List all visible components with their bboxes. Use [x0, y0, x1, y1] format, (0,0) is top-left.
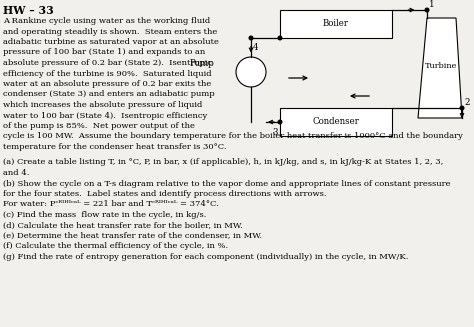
Text: water to 100 bar (State 4).  Isentropic efficiency: water to 100 bar (State 4). Isentropic e… [3, 112, 207, 119]
Text: Boiler: Boiler [323, 20, 349, 28]
Text: Turbine: Turbine [425, 62, 458, 70]
Text: 4: 4 [253, 43, 258, 52]
Text: For water: Pᶜᴿᴵᴴᴵᶜᵃᴸ = 221 bar and Tᶜᴿᴵᴴᴵᶜᵃᴸ = 374°C.: For water: Pᶜᴿᴵᴴᴵᶜᵃᴸ = 221 bar and Tᶜᴿᴵᴴ… [3, 200, 219, 209]
Text: 1: 1 [429, 0, 435, 9]
Text: Pump: Pump [190, 60, 214, 68]
Text: 2: 2 [464, 98, 470, 107]
Text: (a) Create a table listing T, in °C, P, in bar, x (if applicable), h, in kJ/kg, : (a) Create a table listing T, in °C, P, … [3, 159, 443, 166]
Text: (g) Find the rate of entropy generation for each component (individually) in the: (g) Find the rate of entropy generation … [3, 253, 409, 261]
Text: HW – 33: HW – 33 [3, 5, 54, 16]
Text: condenser (State 3) and enters an adiabatic pump: condenser (State 3) and enters an adiaba… [3, 91, 215, 98]
Circle shape [278, 120, 282, 124]
Text: of the pump is 85%.  Net power output of the: of the pump is 85%. Net power output of … [3, 122, 195, 130]
Circle shape [236, 57, 266, 87]
Text: and 4.: and 4. [3, 169, 29, 177]
Text: and operating steadily is shown.  Steam enters the: and operating steadily is shown. Steam e… [3, 27, 217, 36]
Circle shape [460, 106, 464, 110]
Circle shape [425, 8, 429, 12]
Circle shape [249, 36, 253, 40]
Circle shape [278, 36, 282, 40]
Text: (c) Find the mass  flow rate in the cycle, in kg/s.: (c) Find the mass flow rate in the cycle… [3, 211, 206, 219]
Text: efficiency of the turbine is 90%.  Saturated liquid: efficiency of the turbine is 90%. Satura… [3, 70, 211, 77]
Text: (f) Calculate the thermal efficiency of the cycle, in %.: (f) Calculate the thermal efficiency of … [3, 243, 228, 250]
Text: (d) Calculate the heat transfer rate for the boiler, in MW.: (d) Calculate the heat transfer rate for… [3, 221, 243, 230]
Text: cycle is 100 MW.  Assume the boundary temperature for the boiler heat transfer i: cycle is 100 MW. Assume the boundary tem… [3, 132, 463, 141]
Text: for the four states.  Label states and identify process directions with arrows.: for the four states. Label states and id… [3, 190, 327, 198]
Text: Condenser: Condenser [312, 117, 359, 127]
Text: temperature for the condenser heat transfer is 30°C.: temperature for the condenser heat trans… [3, 143, 227, 151]
Text: adiabatic turbine as saturated vapor at an absolute: adiabatic turbine as saturated vapor at … [3, 38, 219, 46]
Text: (b) Show the cycle on a T-s diagram relative to the vapor dome and appropriate l: (b) Show the cycle on a T-s diagram rela… [3, 180, 450, 187]
Bar [280, 10, 392, 38]
Polygon shape [418, 18, 462, 118]
Text: water at an absolute pressure of 0.2 bar exits the: water at an absolute pressure of 0.2 bar… [3, 80, 211, 88]
Text: (e) Determine the heat transfer rate of the condenser, in MW.: (e) Determine the heat transfer rate of … [3, 232, 262, 240]
Text: absolute pressure of 0.2 bar (State 2).  Isentropic: absolute pressure of 0.2 bar (State 2). … [3, 59, 212, 67]
Bar [280, 108, 392, 136]
Text: which increases the absolute pressure of liquid: which increases the absolute pressure of… [3, 101, 202, 109]
Text: A Rankine cycle using water as the working fluid: A Rankine cycle using water as the worki… [3, 17, 210, 25]
Text: pressure of 100 bar (State 1) and expands to an: pressure of 100 bar (State 1) and expand… [3, 48, 205, 57]
Text: 3: 3 [273, 128, 278, 137]
